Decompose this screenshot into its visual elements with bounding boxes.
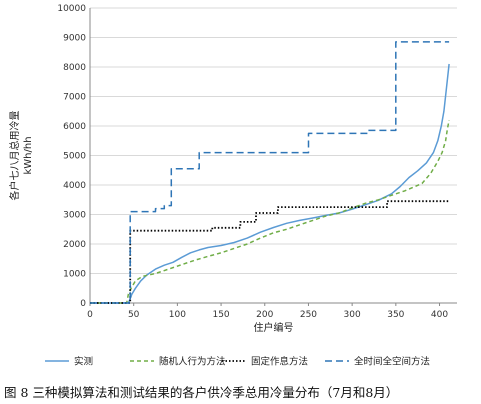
legend-label-4: 全时间全空间方法	[354, 356, 430, 368]
series-line-3	[90, 200, 450, 304]
y-tick-label: 4000	[63, 181, 86, 191]
legend: 实测 随机人行为方法 固定作息方法 全时间全空间方法	[45, 356, 430, 368]
axes	[89, 8, 457, 306]
y-tick-label: 5000	[63, 152, 86, 162]
y-tick-label: 0	[80, 299, 86, 309]
y-tick-label: 9000	[63, 34, 86, 44]
figure-caption: 图 8 三种模拟算法和测试结果的各户供冷季总用冷量分布（7月和8月）	[4, 385, 399, 400]
gridlines	[90, 7, 457, 274]
x-tick-label: 100	[169, 310, 186, 320]
y-tick-label: 1000	[63, 270, 86, 280]
y-tick-label: 10000	[57, 4, 86, 14]
y-tick-label: 2000	[63, 240, 86, 250]
y-tick-label: 8000	[63, 63, 86, 73]
y-tick-label: 7000	[63, 93, 86, 103]
tick-labels: 0100020003000400050006000700080009000100…	[57, 4, 448, 320]
legend-label-2: 随机人行为方法	[159, 356, 226, 368]
x-tick-label: 400	[431, 310, 448, 320]
series-line-1	[90, 63, 450, 304]
y-tick-label: 3000	[63, 211, 86, 221]
x-axis-title: 住户编号	[254, 321, 294, 334]
x-tick-label: 50	[128, 310, 140, 320]
legend-label-3: 固定作息方法	[251, 356, 308, 368]
x-tick-label: 300	[344, 310, 361, 320]
y-axis-unit: kWh/hh	[23, 136, 34, 174]
x-tick-label: 350	[387, 310, 404, 320]
series-line-4	[90, 41, 450, 304]
line-chart: 0100020003000400050006000700080009000100…	[8, 4, 457, 368]
x-tick-label: 150	[212, 310, 229, 320]
y-axis-title-group: 各户七八月总用冷量 kWh/hh	[8, 111, 34, 201]
series-line-2	[90, 119, 450, 304]
legend-label-1: 实测	[74, 356, 93, 368]
x-tick-label: 0	[87, 310, 93, 320]
y-tick-label: 6000	[63, 122, 86, 132]
x-tick-label: 200	[256, 310, 273, 320]
series-lines	[90, 41, 450, 304]
x-tick-label: 250	[300, 310, 317, 320]
y-axis-title: 各户七八月总用冷量	[8, 111, 21, 201]
